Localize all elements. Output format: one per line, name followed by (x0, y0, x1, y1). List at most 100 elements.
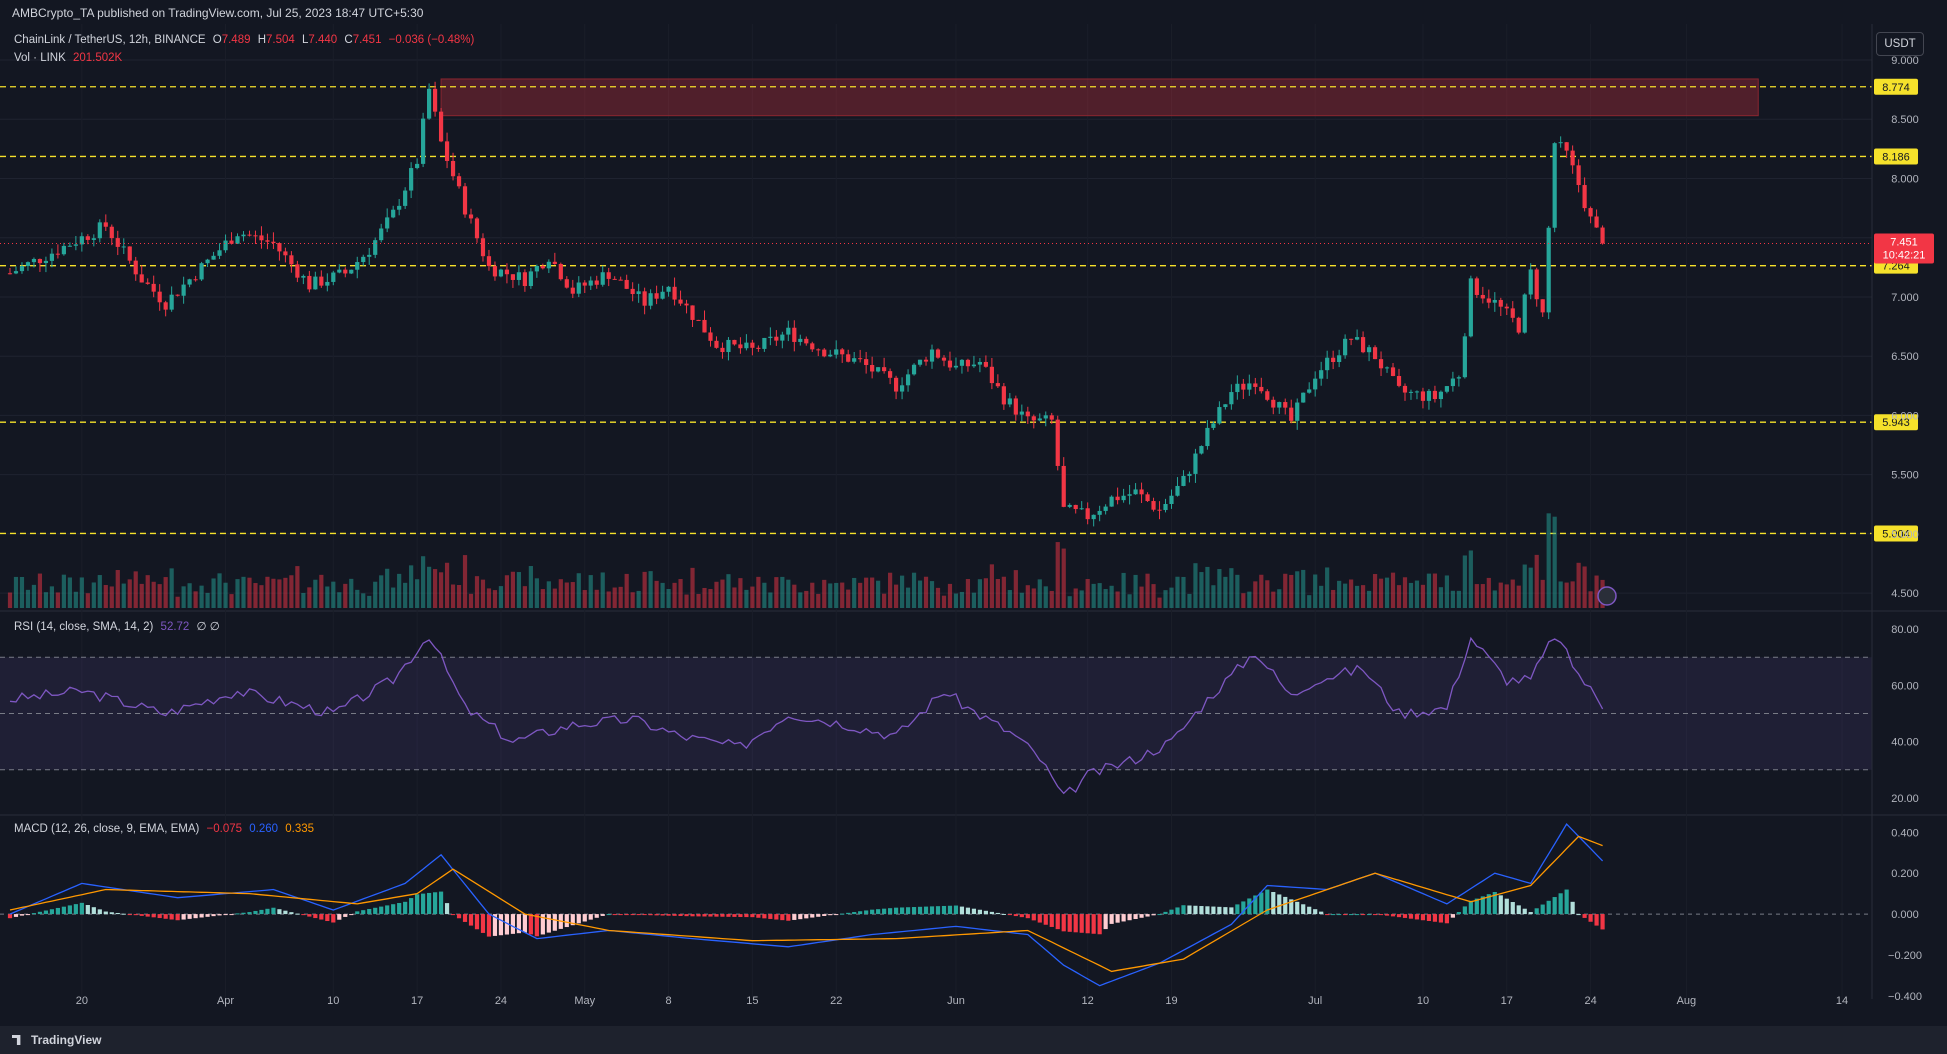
volume-bar (480, 579, 486, 608)
candle-body (1570, 150, 1575, 166)
macd-histogram-bar (205, 914, 210, 917)
candle-body (1468, 278, 1473, 337)
candle-body (427, 88, 432, 119)
candle-body (1337, 355, 1342, 363)
volume-bar (1456, 590, 1461, 608)
volume-bar (259, 585, 264, 608)
tradingview-logo[interactable]: TradingView (12, 1033, 101, 1047)
volume-bar (606, 591, 611, 608)
candle-body (1151, 501, 1156, 510)
volume-bar (61, 574, 66, 608)
macd-histogram-bar (385, 905, 390, 915)
macd-histogram-bar (450, 914, 456, 916)
volume-bar (1019, 592, 1024, 608)
volume-bar (1289, 574, 1294, 608)
candle-body (217, 250, 222, 256)
close-label: C (344, 34, 353, 46)
candle-body (421, 118, 426, 164)
volume-bar (864, 577, 869, 608)
macd-histogram-bar (726, 914, 731, 917)
volume-bar (630, 592, 635, 608)
macd-histogram-bar (498, 914, 504, 936)
candle-body (504, 269, 510, 275)
candle-body (708, 332, 713, 341)
macd-histogram-bar (49, 909, 55, 915)
currency-button[interactable]: USDT (1876, 32, 1924, 56)
candle-body (1546, 227, 1551, 313)
macd-pane (0, 823, 1872, 987)
rsi-tick-label: 60.00 (1891, 680, 1919, 692)
candle-body (1121, 495, 1126, 501)
macd-histogram-bar (1528, 912, 1533, 915)
macd-label: MACD (12, 26, close, 9, EMA, EMA) (14, 823, 200, 835)
candle-body (882, 367, 887, 372)
macd-histogram-bar (307, 914, 312, 917)
candle-body (1043, 415, 1048, 419)
candle-body (438, 111, 444, 142)
macd-histogram-bar (864, 910, 869, 915)
volume-bar (1528, 567, 1533, 608)
candle-body (846, 354, 851, 362)
volume-bar (1498, 582, 1503, 608)
symbol-name: ChainLink / TetherUS, 12h, BINANCE (14, 34, 206, 46)
time-tick-label: 22 (830, 995, 842, 1007)
macd-histogram-bar (253, 910, 258, 915)
volume-bar (1091, 583, 1096, 608)
volume-bar (1073, 588, 1078, 608)
candle-body (1055, 419, 1060, 466)
candle-body (995, 383, 1000, 387)
candle-body (247, 234, 252, 236)
volume-bar (456, 584, 462, 608)
macd-histogram-bar (744, 914, 749, 918)
candle-body (1013, 398, 1018, 415)
volume-bar (852, 577, 857, 608)
chart-area[interactable]: 8.774 8.186 7.264 5.943 5.004 9.000 8.500 8.00… (0, 24, 1947, 1026)
volume-bar (624, 573, 629, 608)
candle-body (654, 293, 659, 299)
candle-body (169, 294, 174, 310)
volume-bar (1007, 590, 1012, 608)
candle-body (127, 246, 132, 261)
candle-body (349, 269, 354, 274)
candle-body (486, 256, 492, 267)
candle-body (570, 287, 575, 294)
macd-histogram-bar (1600, 914, 1605, 930)
macd-histogram-bar (1079, 914, 1084, 933)
volume-bar (169, 568, 174, 608)
macd-histogram-bar (1552, 897, 1557, 915)
candle-body (1277, 402, 1282, 408)
volume-bar (474, 576, 480, 608)
volume-bar (121, 583, 126, 608)
volume-bar (163, 577, 168, 608)
candle-body (893, 377, 899, 392)
level-label: 8.774 (1882, 82, 1910, 94)
macd-legend: MACD (12, 26, close, 9, EMA, EMA) −0.075… (14, 823, 318, 835)
candle-body (1115, 496, 1120, 501)
volume-bar (744, 589, 749, 608)
candle-body (1474, 278, 1479, 295)
volume-bar (295, 566, 300, 608)
macd-histogram-bar (708, 914, 713, 917)
volume-bar (540, 589, 545, 608)
candle-body (1145, 494, 1150, 502)
volume-bar (37, 573, 43, 608)
footer: TradingView (0, 1026, 1947, 1054)
candle-body (870, 364, 875, 372)
macd-histogram-bar (1349, 914, 1354, 916)
macd-histogram-bar (702, 914, 707, 917)
macd-histogram-bar (55, 907, 60, 915)
macd-histogram-bar (1055, 914, 1060, 930)
macd-histogram-bar (1163, 911, 1168, 915)
volume-bar (726, 574, 731, 608)
rsi-extra: ∅ ∅ (196, 621, 220, 633)
volume-bar (1360, 585, 1366, 608)
macd-histogram-bar (373, 907, 378, 915)
macd-histogram-bar (432, 892, 438, 915)
candle-body (971, 364, 977, 367)
volume-bar (792, 584, 797, 608)
candle-body (1247, 383, 1252, 390)
candle-body (648, 293, 653, 306)
candle-body (810, 343, 815, 350)
candle-body (1073, 504, 1078, 510)
candle-body (444, 141, 450, 161)
